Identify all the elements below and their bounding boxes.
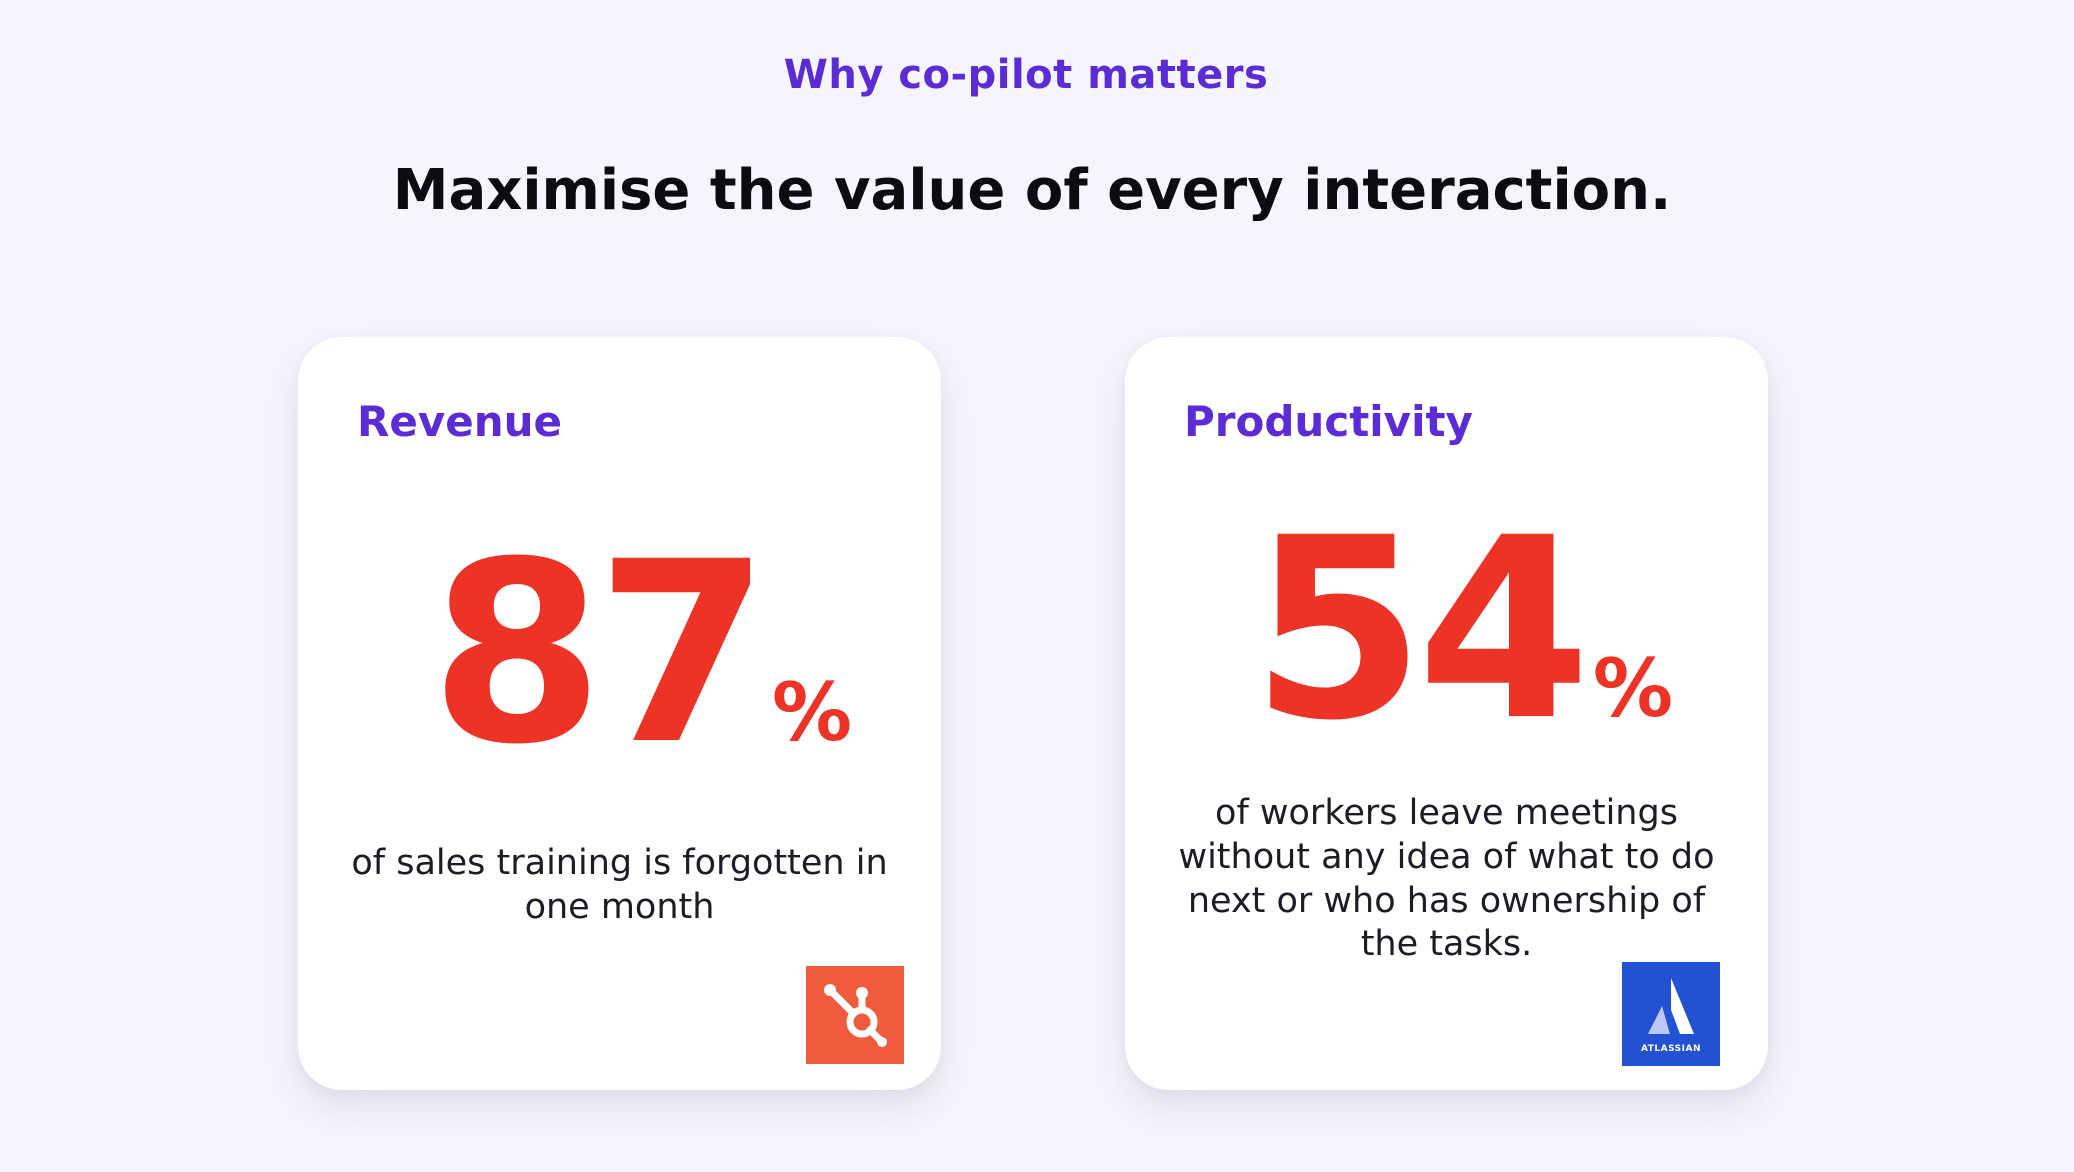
atlassian-wordmark: ATLASSIAN — [1640, 1044, 1701, 1054]
card-title: Revenue — [357, 397, 562, 446]
stat-unit: % — [771, 666, 853, 759]
stat-unit: % — [1592, 642, 1674, 735]
hubspot-logo-icon — [806, 966, 904, 1064]
hubspot-sprocket-icon — [824, 984, 887, 1047]
stat-description: of sales training is forgotten in one mo… — [351, 843, 888, 927]
eyebrow-title: Why co-pilot matters — [783, 52, 1269, 98]
productivity-card: Productivity 54% of workers leave meetin… — [1125, 337, 1768, 1090]
stat-figure: 87% — [430, 529, 852, 779]
stat-value: 87 — [430, 508, 770, 799]
revenue-card: Revenue 87% of sales training is forgott… — [298, 337, 941, 1090]
card-title: Productivity — [1184, 397, 1473, 446]
stat-figure: 54% — [1251, 505, 1673, 755]
atlassian-triangle-icon — [1648, 978, 1694, 1034]
stat-description: of workers leave meetings without any id… — [1178, 793, 1715, 965]
page-headline: Maximise the value of every interaction. — [392, 158, 1672, 223]
stat-value: 54 — [1251, 484, 1591, 775]
atlassian-logo-icon: ATLASSIAN — [1622, 962, 1720, 1066]
